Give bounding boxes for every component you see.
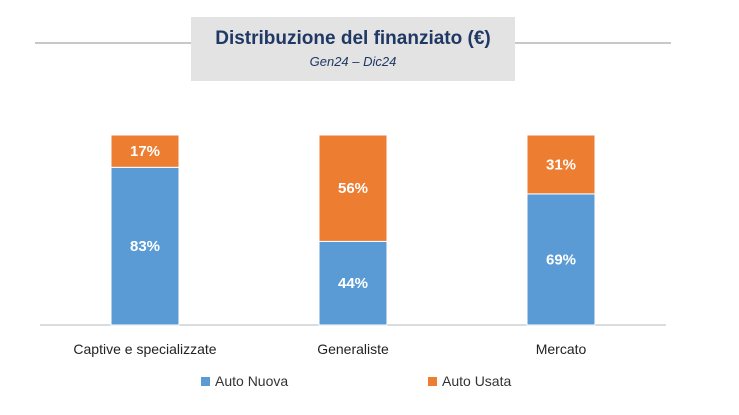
- bar-segment-auto-usata: [318, 134, 388, 242]
- legend-item-auto-usata: Auto Usata: [428, 373, 511, 389]
- bar-segment-auto-nuova: [110, 166, 180, 326]
- legend-label-auto-usata: Auto Usata: [442, 373, 512, 389]
- bar-segment-auto-usata: [110, 134, 180, 168]
- data-label: 44%: [338, 275, 368, 292]
- legend-item-auto-nuova: Auto Nuova: [201, 373, 288, 389]
- legend-swatch-auto-nuova: [201, 376, 210, 386]
- data-label: 56%: [338, 180, 368, 197]
- data-label: 31%: [546, 156, 576, 173]
- data-label: 83%: [130, 238, 160, 255]
- legend-label-auto-nuova: Auto Nuova: [215, 373, 289, 389]
- legend-swatch-auto-usata: [428, 376, 437, 386]
- bar-segment-auto-nuova: [526, 193, 596, 326]
- data-label: 69%: [546, 251, 576, 268]
- x-tick-label: Generaliste: [317, 341, 389, 357]
- title-rule-right: [515, 42, 671, 44]
- bar-segment-auto-nuova: [318, 240, 388, 326]
- title-rule-left: [35, 42, 191, 44]
- data-label: 17%: [130, 143, 160, 160]
- chart-subtitle: Gen24 – Dic24: [309, 54, 397, 69]
- x-tick-label: Captive e specializzate: [73, 341, 216, 357]
- chart-title: Distribuzione del finanziato (€): [215, 28, 491, 49]
- title-box: Distribuzione del finanziato (€) Gen24 –…: [191, 17, 515, 81]
- x-tick-label: Mercato: [536, 341, 587, 357]
- bar-segment-auto-usata: [526, 134, 596, 195]
